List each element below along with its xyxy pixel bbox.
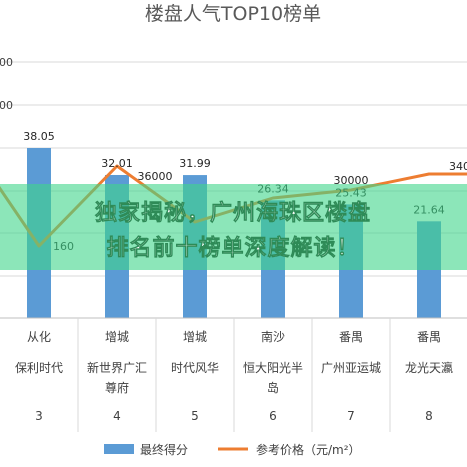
bar-data-label: 32.01 bbox=[101, 157, 133, 170]
y-tick-label: 600 bbox=[0, 56, 13, 69]
legend-label: 参考价格（元/m²） bbox=[256, 442, 361, 457]
category-label: 6 bbox=[269, 409, 277, 423]
legend-swatch-bar bbox=[104, 444, 134, 454]
legend-label: 最终得分 bbox=[140, 442, 188, 457]
category-label: 7 bbox=[347, 409, 355, 423]
category-label: 时代风华 bbox=[171, 361, 219, 375]
category-label: 广州亚运城 bbox=[321, 361, 381, 375]
category-label: 尊府 bbox=[105, 380, 129, 395]
category-label: 番禺 bbox=[339, 330, 363, 344]
banner-line-1: 独家揭秘，广州海珠区楼盘 bbox=[95, 200, 371, 226]
category-label: 4 bbox=[113, 409, 121, 423]
bar-data-label: 31.99 bbox=[179, 157, 211, 170]
category-label: 增城 bbox=[183, 330, 207, 344]
category-label: 保利时代 bbox=[15, 361, 63, 375]
y-tick-label: 500 bbox=[0, 99, 13, 112]
chart-title: 楼盘人气TOP10榜单 bbox=[145, 3, 321, 25]
y-axis-ticks: 600 500 bbox=[0, 56, 13, 112]
category-label: 从化 bbox=[27, 330, 51, 344]
category-label: 岛 bbox=[267, 380, 279, 395]
category-label: 南沙 bbox=[261, 329, 285, 344]
line-data-label: 36000 bbox=[138, 170, 173, 183]
banner-background bbox=[0, 184, 467, 270]
category-label: 3 bbox=[35, 409, 43, 423]
category-label: 增城 bbox=[105, 330, 129, 344]
category-label: 番禺 bbox=[417, 330, 441, 344]
line-data-label: 3400 bbox=[449, 160, 467, 173]
category-label: 新世界广汇 bbox=[87, 360, 147, 375]
legend: 最终得分 参考价格（元/m²） bbox=[104, 442, 361, 457]
banner-line-2: 排名前十榜单深度解读！ bbox=[106, 235, 359, 261]
category-label: 5 bbox=[191, 409, 199, 423]
bar-data-label: 38.05 bbox=[23, 130, 55, 143]
line-data-label: 30000 bbox=[334, 174, 369, 187]
category-label: 8 bbox=[425, 409, 433, 423]
category-label: 龙光天瀛 bbox=[405, 360, 453, 375]
category-label: 恒大阳光半 bbox=[243, 361, 303, 375]
